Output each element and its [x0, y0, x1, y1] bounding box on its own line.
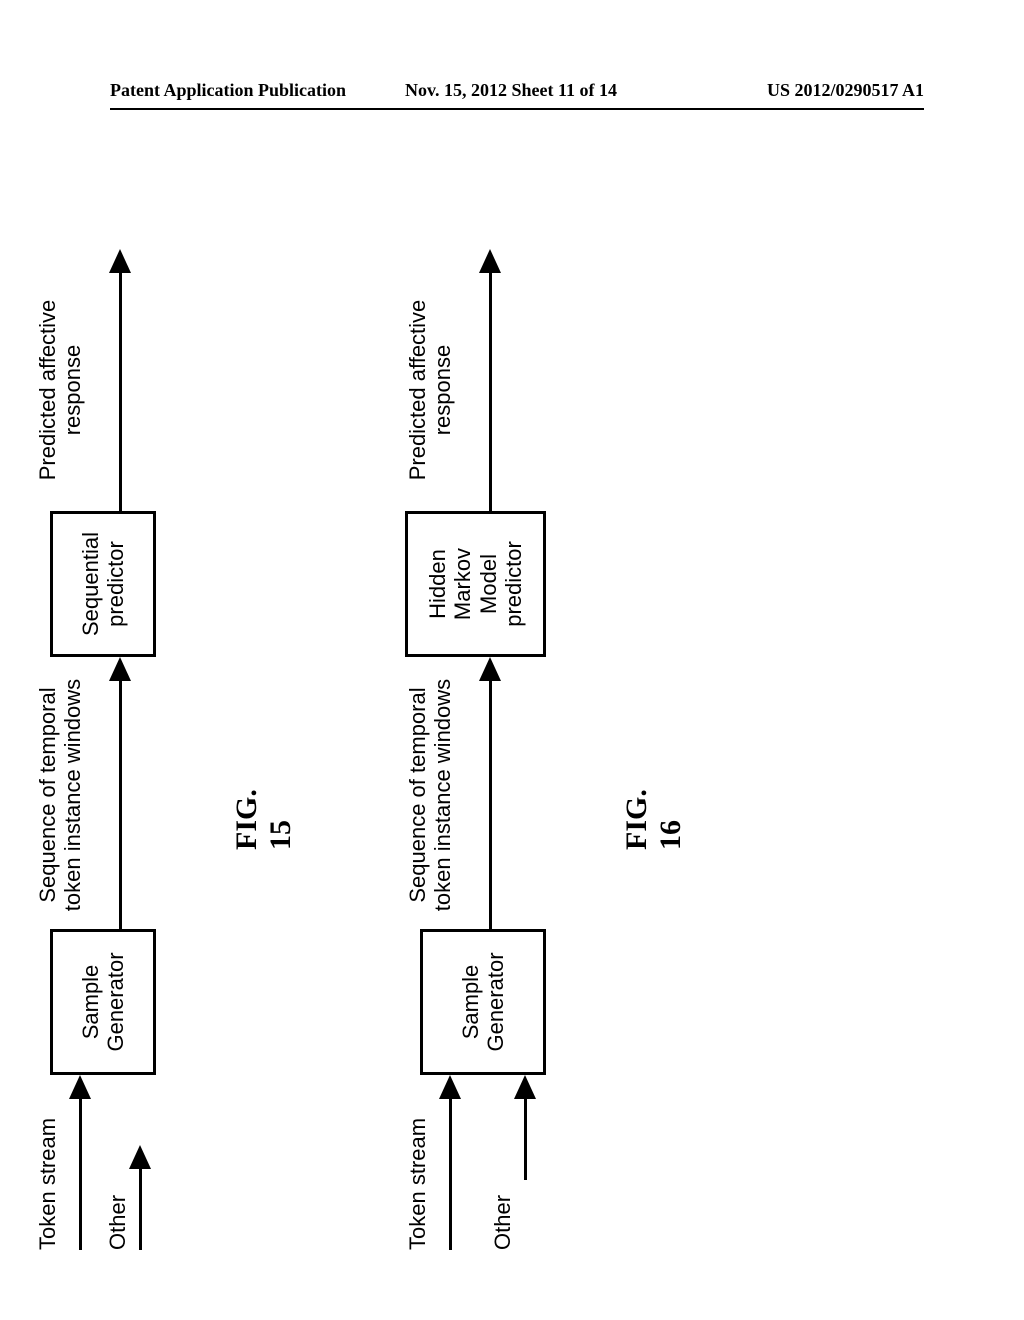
fig16-caption: FIG. 16 [620, 789, 688, 850]
header-mid: Nov. 15, 2012 Sheet 11 of 14 [405, 80, 617, 101]
fig16-hmm-predictor-box: Hidden Markov Model predictor [405, 511, 546, 657]
fig15-input-bottom-label: Other [105, 1100, 130, 1250]
fig15-caption: FIG. 15 [230, 789, 298, 850]
fig15-sequential-predictor-box: Sequential predictor [50, 511, 156, 657]
fig15-mid-label: Sequence of temporal token instance wind… [35, 665, 86, 925]
fig16-output-label: Predicted affective response [405, 275, 456, 505]
fig16-input-bottom-label: Other [490, 1100, 515, 1250]
header-right: US 2012/0290517 A1 [767, 80, 924, 101]
rotated-content: Token stream Other Sample Generator Sequ… [0, 170, 700, 1270]
fig16-mid-label: Sequence of temporal token instance wind… [405, 665, 456, 925]
fig15-input-top-label: Token stream [35, 1100, 60, 1250]
fig15-output-label: Predicted affective response [35, 275, 86, 505]
fig16-hmm-predictor-text: Hidden Markov Model predictor [425, 541, 526, 627]
fig16-sample-generator-text: Sample Generator [458, 952, 509, 1051]
fig16-sample-generator-box: Sample Generator [420, 929, 546, 1075]
fig15-sample-generator-box: Sample Generator [50, 929, 156, 1075]
page-root: Patent Application Publication Nov. 15, … [0, 0, 1024, 1320]
header-rule [110, 108, 924, 110]
fig15-sample-generator-text: Sample Generator [78, 952, 129, 1051]
header-left: Patent Application Publication [110, 80, 346, 101]
fig15-sequential-predictor-text: Sequential predictor [78, 532, 129, 636]
fig16-input-top-label: Token stream [405, 1100, 430, 1250]
